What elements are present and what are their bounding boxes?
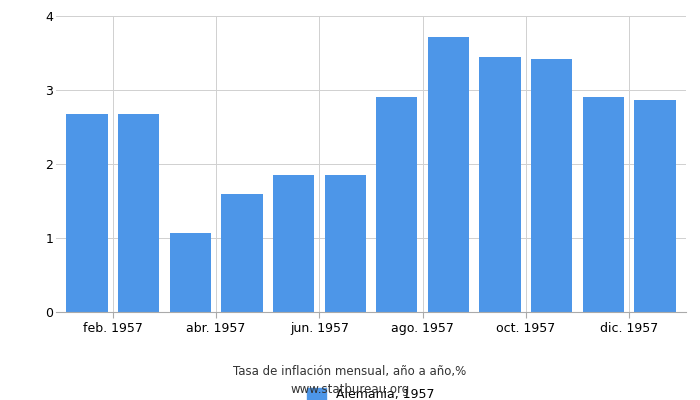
Bar: [376, 98, 417, 312]
Text: Tasa de inflación mensual, año a año,%: Tasa de inflación mensual, año a año,%: [233, 366, 467, 378]
Bar: [273, 175, 314, 312]
Bar: [169, 233, 211, 312]
Bar: [634, 100, 676, 312]
Bar: [221, 194, 262, 312]
Bar: [118, 114, 160, 312]
Bar: [325, 175, 366, 312]
Legend: Alemania, 1957: Alemania, 1957: [302, 383, 440, 400]
Bar: [480, 58, 521, 312]
Bar: [531, 59, 573, 312]
Bar: [428, 38, 469, 312]
Bar: [66, 114, 108, 312]
Bar: [582, 98, 624, 312]
Text: www.statbureau.org: www.statbureau.org: [290, 384, 410, 396]
